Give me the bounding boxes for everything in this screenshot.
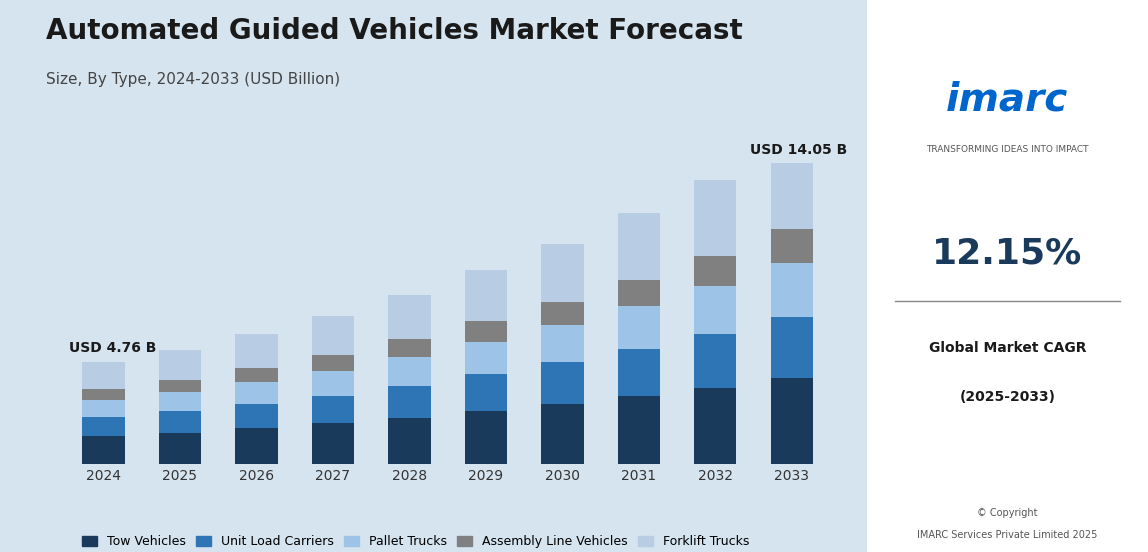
Bar — [465, 342, 507, 374]
Text: 12.15%: 12.15% — [932, 237, 1083, 271]
Bar — [618, 396, 660, 464]
Bar — [388, 295, 430, 339]
Bar — [542, 243, 583, 301]
Bar — [312, 316, 354, 355]
Bar — [771, 317, 813, 378]
Text: Automated Guided Vehicles Market Forecast: Automated Guided Vehicles Market Forecas… — [46, 17, 743, 45]
Bar — [388, 386, 430, 418]
Bar — [158, 411, 201, 433]
Bar — [465, 411, 507, 464]
Bar — [771, 163, 813, 229]
Bar — [312, 371, 354, 396]
Bar — [158, 350, 201, 380]
Bar — [465, 374, 507, 411]
Text: (2025-2033): (2025-2033) — [960, 390, 1055, 405]
Text: USD 4.76 B: USD 4.76 B — [69, 341, 156, 355]
Bar — [83, 362, 124, 389]
Bar — [388, 357, 430, 386]
Bar — [235, 428, 278, 464]
Bar — [618, 279, 660, 306]
Bar — [771, 229, 813, 263]
Text: © Copyright: © Copyright — [977, 508, 1038, 518]
Bar — [618, 214, 660, 279]
Bar — [312, 423, 354, 464]
Bar — [235, 404, 278, 428]
Text: IMARC Services Private Limited 2025: IMARC Services Private Limited 2025 — [917, 530, 1097, 540]
Bar — [235, 382, 278, 404]
Bar — [158, 392, 201, 411]
Bar — [695, 286, 737, 334]
Bar — [618, 349, 660, 396]
Bar — [235, 368, 278, 382]
Bar — [695, 256, 737, 286]
Bar — [158, 433, 201, 464]
Bar — [695, 334, 737, 388]
Bar — [465, 270, 507, 321]
Text: USD 14.05 B: USD 14.05 B — [750, 142, 847, 157]
Bar — [695, 388, 737, 464]
Text: Size, By Type, 2024-2033 (USD Billion): Size, By Type, 2024-2033 (USD Billion) — [46, 72, 340, 87]
Bar — [388, 339, 430, 357]
Bar — [312, 355, 354, 371]
Bar — [618, 306, 660, 349]
Bar — [83, 436, 124, 464]
Text: TRANSFORMING IDEAS INTO IMPACT: TRANSFORMING IDEAS INTO IMPACT — [926, 145, 1088, 153]
Text: Global Market CAGR: Global Market CAGR — [929, 341, 1086, 355]
Bar — [158, 380, 201, 392]
Bar — [83, 400, 124, 417]
Bar — [542, 301, 583, 325]
Bar — [771, 263, 813, 317]
Bar — [695, 181, 737, 256]
Legend: Tow Vehicles, Unit Load Carriers, Pallet Trucks, Assembly Line Vehicles, Forklif: Tow Vehicles, Unit Load Carriers, Pallet… — [77, 530, 754, 552]
Bar — [388, 418, 430, 464]
Bar — [312, 396, 354, 423]
Bar — [465, 321, 507, 342]
Bar — [83, 417, 124, 436]
Bar — [542, 325, 583, 362]
Bar — [83, 389, 124, 400]
Bar — [542, 404, 583, 464]
Bar — [235, 335, 278, 368]
Text: imarc: imarc — [946, 81, 1069, 118]
Bar — [771, 378, 813, 464]
Bar — [542, 362, 583, 404]
